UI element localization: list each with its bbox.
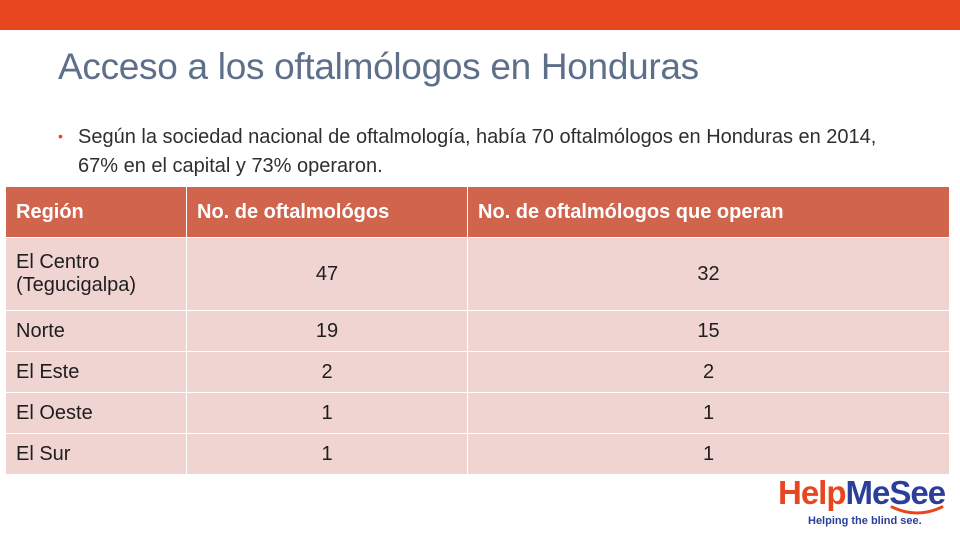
table-header-row: Región No. de oftalmológos No. de oftalm… — [5, 186, 950, 238]
ophthalmologists-table: Región No. de oftalmológos No. de oftalm… — [5, 186, 950, 475]
region-cell: El Oeste — [5, 392, 187, 434]
operating-count-cell: 1 — [467, 433, 950, 475]
logo-wordmark: HelpMeSee — [778, 474, 947, 512]
logo-word-help: Help — [778, 474, 847, 511]
bullet-dot-icon: • — [58, 128, 63, 144]
top-accent-bar — [0, 0, 960, 30]
bullet-text: Según la sociedad nacional de oftalmolog… — [78, 126, 877, 177]
smile-swoosh-icon — [890, 505, 944, 515]
region-cell: Norte — [5, 310, 187, 352]
table-row: El Sur 1 1 — [5, 433, 950, 475]
table-row: El Centro (Tegucigalpa) 47 32 — [5, 237, 950, 311]
region-cell: El Sur — [5, 433, 187, 475]
slide-title: Acceso a los oftalmólogos en Honduras — [58, 46, 699, 87]
count-cell: 2 — [186, 351, 468, 393]
operating-count-cell: 1 — [467, 392, 950, 434]
count-cell: 1 — [186, 433, 468, 475]
logo-word-mesee: MeSee — [845, 474, 947, 511]
logo-tagline: Helping the blind see. — [808, 515, 922, 527]
header-operating-ophthalmologists: No. de oftalmólogos que operan — [467, 186, 950, 238]
count-cell: 19 — [186, 310, 468, 352]
count-cell: 47 — [186, 237, 468, 311]
table-row: El Oeste 1 1 — [5, 392, 950, 434]
count-cell: 1 — [186, 392, 468, 434]
header-ophthalmologists: No. de oftalmológos — [186, 186, 468, 238]
region-cell: El Centro (Tegucigalpa) — [5, 237, 187, 311]
region-cell: El Este — [5, 351, 187, 393]
header-region: Región — [5, 186, 187, 238]
helpmesee-logo: HelpMeSee Helping the blind see. — [778, 474, 958, 534]
operating-count-cell: 2 — [467, 351, 950, 393]
operating-count-cell: 32 — [467, 237, 950, 311]
table-row: Norte 19 15 — [5, 310, 950, 352]
operating-count-cell: 15 — [467, 310, 950, 352]
bullet-item: • Según la sociedad nacional de oftalmol… — [58, 123, 918, 181]
table-row: El Este 2 2 — [5, 351, 950, 393]
